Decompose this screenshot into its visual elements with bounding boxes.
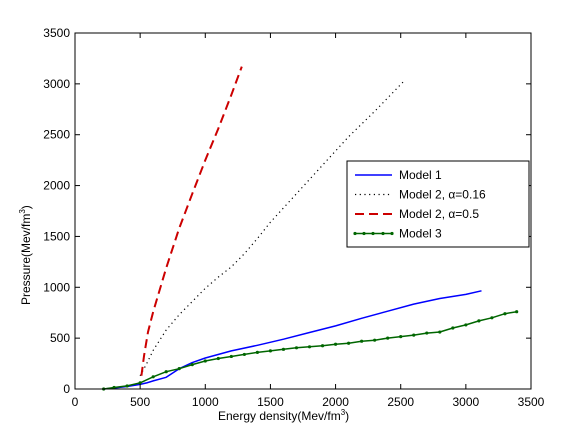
- series-point: [216, 356, 220, 361]
- y-axis-label-sup: 3: [18, 209, 27, 214]
- series-point: [320, 344, 325, 348]
- x-tick-label: 3500: [518, 395, 545, 409]
- series-point: [333, 342, 338, 346]
- series-point: [464, 323, 468, 327]
- x-tick-label: 2000: [322, 395, 349, 409]
- y-tick-label: 2000: [43, 179, 70, 193]
- y-axis-label-main: Pressure(Mev/fm: [19, 214, 33, 305]
- series-point: [360, 339, 364, 343]
- series-point: [138, 381, 142, 385]
- series-point: [255, 350, 259, 354]
- series-point: [503, 312, 507, 316]
- y-tick-label: 500: [50, 331, 70, 345]
- series-point: [425, 331, 429, 335]
- series-point: [294, 346, 299, 350]
- plot-frame: [74, 32, 532, 390]
- series-point: [438, 330, 442, 334]
- series-point: [203, 359, 207, 363]
- legend-marker: [381, 231, 385, 236]
- legend-label-4: Model 3: [399, 227, 442, 241]
- x-tick-label: 1500: [257, 395, 284, 409]
- y-tick-label: 0: [63, 382, 70, 396]
- x-axis-label-sup: 3: [341, 408, 346, 417]
- y-tick-label: 2500: [43, 128, 70, 142]
- y-axis-label: Pressure(Mev/fm3): [18, 205, 33, 305]
- series-point: [268, 349, 273, 353]
- x-axis-label: Energy density(Mev/fm3): [218, 408, 349, 423]
- series-line-3: [140, 66, 243, 376]
- y-tick-label: 1500: [43, 229, 70, 243]
- x-axis-label-main: Energy density(Mev/fm: [218, 409, 341, 423]
- series-point: [242, 352, 246, 357]
- series-point: [151, 375, 155, 379]
- legend-items: Model 1 Model 2, α=0.16 Model 2, α=0.5 Mode…: [353, 168, 486, 241]
- series-point: [399, 335, 403, 339]
- legend-label-2: Model 2, α=0.16: [399, 188, 486, 202]
- y-tick-label: 1000: [43, 280, 70, 294]
- series-point: [112, 385, 116, 390]
- series-point: [177, 367, 181, 371]
- series-point: [490, 316, 494, 320]
- legend-label-3: Model 2, α=0.5: [399, 207, 479, 221]
- legend-label-1: Model 1: [399, 168, 442, 182]
- series-point: [281, 347, 286, 351]
- y-tick-label: 3500: [43, 26, 70, 40]
- series-point: [451, 326, 455, 330]
- legend: Model 1 Model 2, α=0.16 Model 2, α=0.5 Mode…: [346, 160, 530, 248]
- ticks-layer: 0 500 1000 1500 2000 2500 3000 3500 0 500 1000 1500…: [43, 26, 544, 409]
- y-axis-label-end: ): [19, 205, 33, 209]
- x-tick-label: 500: [130, 395, 150, 409]
- legend-marker: [362, 231, 366, 236]
- series-point: [515, 310, 519, 314]
- series-point: [373, 338, 377, 342]
- series-point: [412, 333, 416, 337]
- series-point: [164, 370, 168, 374]
- x-tick-label: 1000: [192, 395, 219, 409]
- series-point: [477, 319, 481, 323]
- x-axis-label-end: ): [345, 409, 349, 423]
- series-point: [229, 354, 233, 359]
- series-point: [347, 341, 351, 345]
- series-point: [125, 384, 129, 388]
- x-tick-label: 0: [72, 395, 79, 409]
- legend-marker: [353, 231, 357, 236]
- legend-marker: [371, 231, 375, 236]
- series-point: [386, 336, 390, 340]
- legend-marker: [390, 231, 394, 236]
- y-tick-label: 3000: [43, 77, 70, 91]
- series-layer: [102, 66, 519, 391]
- series-point: [307, 345, 312, 349]
- series-point: [190, 362, 194, 367]
- x-tick-label: 3000: [453, 395, 480, 409]
- x-tick-label: 2500: [387, 395, 414, 409]
- series-line-1: [103, 290, 482, 390]
